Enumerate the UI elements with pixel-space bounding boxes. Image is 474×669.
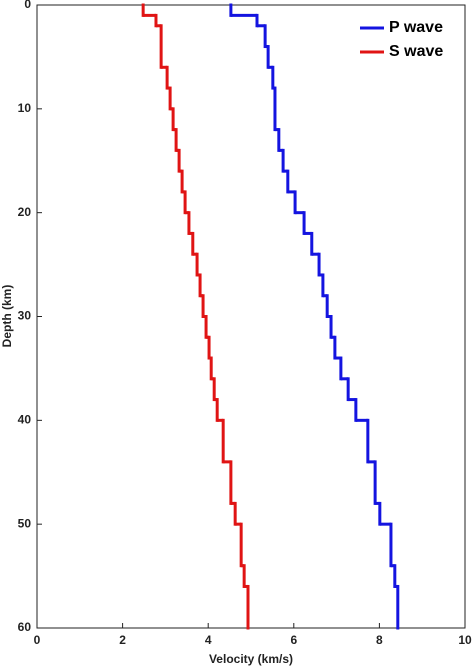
x-tick-label: 4 (205, 633, 212, 647)
x-tick-label: 2 (119, 633, 126, 647)
y-tick-label: 50 (18, 516, 32, 530)
series (229, 3, 400, 630)
y-tick-label: 10 (18, 101, 32, 115)
y-tick-label: 30 (18, 309, 32, 323)
y-tick-label: 60 (18, 620, 32, 634)
x-tick-label: 8 (376, 633, 383, 647)
x-tick-label: 0 (34, 633, 41, 647)
x-tick-label: 10 (458, 633, 472, 647)
y-tick-label: 40 (18, 413, 32, 427)
series (141, 3, 250, 630)
legend: P wave S wave (360, 19, 443, 60)
x-tick-label: 6 (290, 633, 297, 647)
y-tick-label: 0 (24, 0, 31, 11)
y-axis-label: Depth (km) (0, 285, 14, 348)
x-axis-label: Velocity (km/s) (209, 652, 293, 666)
legend-label: P wave (389, 19, 443, 36)
plot-frame (36, 4, 466, 629)
legend-label: S wave (389, 43, 443, 60)
y-tick-label: 20 (18, 205, 32, 219)
